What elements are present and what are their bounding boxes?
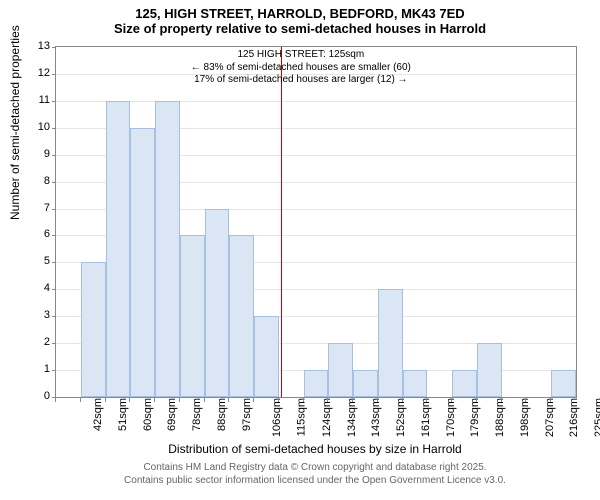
histogram-bar [229,235,254,397]
x-tick-label: 198sqm [519,398,531,437]
x-axis-labels: 42sqm 51sqm 60sqm 69sqm 78sqm 88sqm 97sqm 106sq… [55,398,575,448]
y-tick-label: 9 [10,148,50,160]
histogram-bar [551,370,576,397]
y-tick-label: 4 [10,282,50,294]
x-tick-label: 161sqm [420,398,432,437]
x-tick-label: 143sqm [371,398,383,437]
x-tick-label: 207sqm [544,398,556,437]
histogram-bar [403,370,428,397]
y-tick-label: 7 [10,202,50,214]
y-tick-label: 13 [10,40,50,52]
histogram-bar [353,370,378,397]
histogram-bar [180,235,205,397]
x-tick-label: 69sqm [166,398,178,431]
chart-title-line2: Size of property relative to semi-detach… [0,21,600,40]
x-tick-label: 152sqm [395,398,407,437]
marker-annotation: 125 HIGH STREET: 125sqm ← 83% of semi-det… [191,49,411,87]
histogram-bar [205,209,230,397]
y-tick-label: 5 [10,255,50,267]
x-tick-label: 88sqm [216,398,228,431]
x-tick-label: 106sqm [271,398,283,437]
x-tick-label: 60sqm [142,398,154,431]
x-tick-label: 216sqm [569,398,581,437]
histogram-bar [130,128,155,397]
y-tick-label: 1 [10,363,50,375]
y-tick-label: 10 [10,121,50,133]
y-tick-label: 3 [10,309,50,321]
x-axis-title: Distribution of semi-detached houses by … [55,442,575,456]
histogram-bar [155,101,180,397]
y-tick-label: 0 [10,390,50,402]
y-tick-label: 12 [10,67,50,79]
x-tick-label: 42sqm [92,398,104,431]
histogram-bar [304,370,329,397]
histogram-bar [106,101,131,397]
histogram-bar [254,316,279,397]
footer-line1: Contains HM Land Registry data © Crown c… [143,462,486,473]
y-tick-label: 2 [10,336,50,348]
x-tick-label: 51sqm [117,398,129,431]
x-tick-label: 170sqm [445,398,457,437]
marker-line [281,47,282,397]
chart-title-line1: 125, HIGH STREET, HARROLD, BEDFORD, MK43… [0,0,600,21]
y-tick-label: 11 [10,94,50,106]
y-tick-label: 6 [10,228,50,240]
x-tick-label: 124sqm [321,398,333,437]
marker-text-smaller: ← 83% of semi-detached houses are smalle… [191,62,411,73]
histogram-bar [328,343,353,397]
plot-area: 125 HIGH STREET: 125sqm ← 83% of semi-det… [55,46,577,398]
histogram-bar [378,289,403,397]
histogram-bar [81,262,106,397]
x-tick-label: 225sqm [593,398,600,437]
marker-text-title: 125 HIGH STREET: 125sqm [237,49,364,60]
chart-container: 125, HIGH STREET, HARROLD, BEDFORD, MK43… [0,0,600,500]
histogram-bar [452,370,477,397]
histogram-bar [477,343,502,397]
chart-footer: Contains HM Land Registry data © Crown c… [55,462,575,487]
x-tick-label: 179sqm [470,398,482,437]
x-tick-label: 78sqm [191,398,203,431]
footer-line2: Contains public sector information licen… [124,475,506,486]
marker-text-larger: 17% of semi-detached houses are larger (… [194,74,407,85]
x-tick-label: 97sqm [241,398,253,431]
y-tick-label: 8 [10,175,50,187]
x-tick-label: 134sqm [346,398,358,437]
x-tick-label: 188sqm [494,398,506,437]
x-tick-label: 115sqm [295,398,307,436]
